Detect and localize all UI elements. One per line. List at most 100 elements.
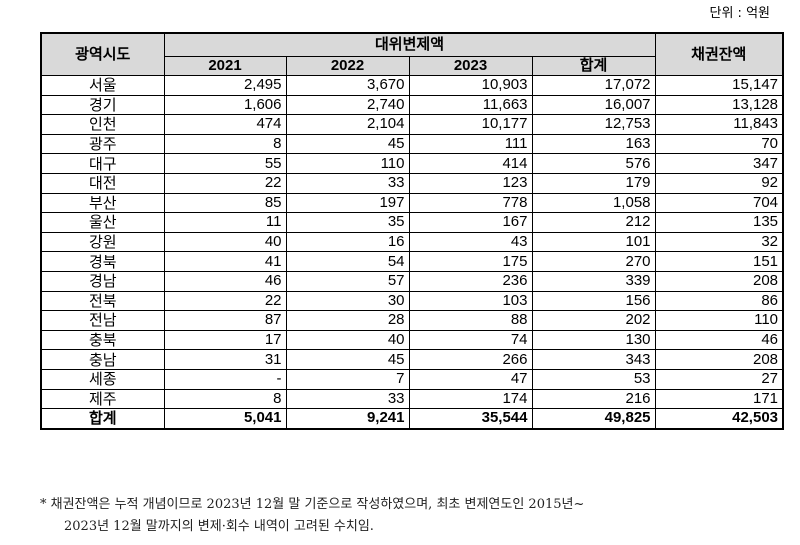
value-cell: 347	[654, 153, 784, 174]
value-cell: 1,058	[531, 192, 656, 214]
value-cell: 10,903	[408, 75, 533, 96]
value-cell: 197	[285, 192, 410, 214]
table-row: 울산 11 35 167 212 135	[40, 212, 784, 233]
table-row: 대전 22 33 123 179 92	[40, 172, 784, 194]
total-row: 합계 5,041 9,241 35,544 49,825 42,503	[40, 408, 784, 430]
region-cell: 경남	[40, 270, 165, 292]
value-cell: 212	[531, 212, 656, 233]
value-cell: 27	[654, 368, 784, 390]
value-cell: 174	[408, 388, 533, 410]
value-cell: 11,843	[654, 114, 784, 135]
region-cell: 전북	[40, 290, 165, 312]
value-cell: 111	[408, 133, 533, 155]
value-cell: 175	[408, 251, 533, 272]
value-cell: 53	[531, 368, 656, 390]
value-cell: 2,495	[163, 75, 287, 96]
value-cell: 130	[531, 329, 656, 351]
value-cell: 45	[285, 349, 410, 370]
header-sum: 합계	[531, 56, 656, 76]
value-cell: 88	[408, 310, 533, 331]
region-cell: 충북	[40, 329, 165, 351]
value-cell: -	[163, 368, 287, 390]
region-cell: 부산	[40, 192, 165, 214]
table-row: 경남 46 57 236 339 208	[40, 270, 784, 292]
value-cell: 167	[408, 212, 533, 233]
value-cell: 11	[163, 212, 287, 233]
value-cell: 8	[163, 133, 287, 155]
value-cell: 12,753	[531, 114, 656, 135]
total-cell: 9,241	[285, 408, 410, 430]
header-year-2021: 2021	[163, 56, 287, 76]
total-cell: 35,544	[408, 408, 533, 430]
value-cell: 3,670	[285, 75, 410, 96]
table-row: 제주 8 33 174 216 171	[40, 388, 784, 410]
region-cell: 전남	[40, 310, 165, 331]
value-cell: 103	[408, 290, 533, 312]
value-cell: 92	[654, 172, 784, 194]
value-cell: 10,177	[408, 114, 533, 135]
value-cell: 47	[408, 368, 533, 390]
table-row: 서울 2,495 3,670 10,903 17,072 15,147	[40, 75, 784, 96]
header-region: 광역시도	[40, 32, 165, 76]
region-cell: 광주	[40, 133, 165, 155]
value-cell: 343	[531, 349, 656, 370]
value-cell: 101	[531, 231, 656, 253]
value-cell: 216	[531, 388, 656, 410]
value-cell: 32	[654, 231, 784, 253]
table-row: 충북 17 40 74 130 46	[40, 329, 784, 351]
value-cell: 11,663	[408, 94, 533, 116]
value-cell: 17	[163, 329, 287, 351]
value-cell: 208	[654, 349, 784, 370]
table-row: 부산 85 197 778 1,058 704	[40, 192, 784, 214]
value-cell: 110	[285, 153, 410, 174]
table-row: 전북 22 30 103 156 86	[40, 290, 784, 312]
region-cell: 강원	[40, 231, 165, 253]
region-cell: 대전	[40, 172, 165, 194]
value-cell: 85	[163, 192, 287, 214]
value-cell: 55	[163, 153, 287, 174]
value-cell: 8	[163, 388, 287, 410]
value-cell: 236	[408, 270, 533, 292]
value-cell: 208	[654, 270, 784, 292]
value-cell: 46	[163, 270, 287, 292]
region-cell: 경기	[40, 94, 165, 116]
value-cell: 2,104	[285, 114, 410, 135]
total-cell: 5,041	[163, 408, 287, 430]
value-cell: 474	[163, 114, 287, 135]
value-cell: 339	[531, 270, 656, 292]
table-row: 광주 8 45 111 163 70	[40, 133, 784, 155]
value-cell: 31	[163, 349, 287, 370]
total-cell: 42,503	[654, 408, 784, 430]
value-cell: 179	[531, 172, 656, 194]
region-cell: 인천	[40, 114, 165, 135]
value-cell: 87	[163, 310, 287, 331]
value-cell: 54	[285, 251, 410, 272]
value-cell: 41	[163, 251, 287, 272]
header-balance: 채권잔액	[654, 32, 784, 76]
data-table: 광역시도 대위변제액 채권잔액 2021 2022 2023 합계 서울 2,49…	[40, 32, 785, 430]
footnote-line-2: 2023년 12월 말까지의 변제·회수 내역이 고려된 수치임.	[64, 519, 374, 534]
value-cell: 22	[163, 290, 287, 312]
table-row: 강원 40 16 43 101 32	[40, 231, 784, 253]
region-cell: 세종	[40, 368, 165, 390]
region-cell: 제주	[40, 388, 165, 410]
value-cell: 28	[285, 310, 410, 331]
value-cell: 33	[285, 388, 410, 410]
value-cell: 30	[285, 290, 410, 312]
header-year-2023: 2023	[408, 56, 533, 76]
value-cell: 266	[408, 349, 533, 370]
value-cell: 202	[531, 310, 656, 331]
value-cell: 35	[285, 212, 410, 233]
value-cell: 778	[408, 192, 533, 214]
value-cell: 43	[408, 231, 533, 253]
value-cell: 33	[285, 172, 410, 194]
table-row: 인천 474 2,104 10,177 12,753 11,843	[40, 114, 784, 135]
table-body: 서울 2,495 3,670 10,903 17,072 15,147 경기 1,606 2,7…	[40, 75, 784, 430]
region-cell: 대구	[40, 153, 165, 174]
value-cell: 576	[531, 153, 656, 174]
value-cell: 17,072	[531, 75, 656, 96]
value-cell: 704	[654, 192, 784, 214]
table-row: 세종 -7 47 53 27	[40, 368, 784, 390]
region-cell: 경북	[40, 251, 165, 272]
table-row: 경기 1,606 2,740 11,663 16,007 13,128	[40, 94, 784, 116]
